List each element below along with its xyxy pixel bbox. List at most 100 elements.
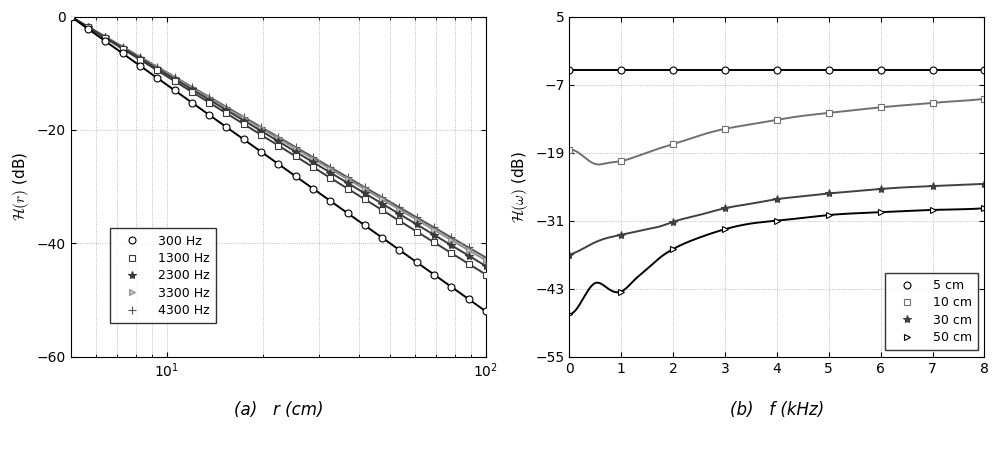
1300 Hz [393, 218, 405, 223]
Legend: 300 Hz, 1300 Hz, 2300 Hz, 3300 Hz, 4300 Hz: 300 Hz, 1300 Hz, 2300 Hz, 3300 Hz, 4300 … [110, 228, 216, 323]
3300 Hz [238, 115, 250, 121]
5 cm [719, 68, 731, 73]
1300 Hz [272, 143, 284, 148]
2300 Hz [463, 253, 475, 258]
3300 Hz [134, 54, 146, 60]
10 cm [563, 147, 575, 153]
10 cm [875, 104, 887, 110]
1300 Hz [290, 153, 302, 159]
4300 Hz [272, 134, 284, 140]
4300 Hz [411, 215, 423, 220]
3300 Hz [117, 44, 129, 50]
2300 Hz [255, 128, 267, 133]
5 cm [615, 68, 627, 73]
2300 Hz [134, 55, 146, 61]
30 cm [615, 232, 627, 237]
1300 Hz [342, 186, 354, 191]
Text: (a)   r (cm): (a) r (cm) [234, 401, 323, 419]
50 cm [927, 207, 939, 212]
1300 Hz [65, 14, 77, 20]
4300 Hz [65, 14, 77, 20]
3300 Hz [463, 247, 475, 253]
30 cm [875, 186, 887, 192]
2300 Hz [65, 14, 77, 20]
10 cm [771, 117, 783, 123]
1300 Hz [82, 25, 94, 30]
Line: 50 cm: 50 cm [566, 205, 988, 318]
2300 Hz [290, 149, 302, 154]
4300 Hz [220, 104, 232, 110]
2300 Hz [393, 212, 405, 217]
5 cm [823, 68, 835, 73]
2300 Hz [359, 191, 371, 196]
1300 Hz [220, 111, 232, 116]
300 Hz [463, 296, 475, 302]
3300 Hz [445, 237, 457, 243]
3300 Hz [151, 64, 163, 70]
300 Hz [203, 112, 215, 118]
300 Hz [99, 39, 111, 44]
5 cm [771, 68, 783, 73]
300 Hz [342, 210, 354, 216]
30 cm [771, 197, 783, 202]
30 cm [719, 206, 731, 211]
4300 Hz [480, 255, 492, 260]
300 Hz [117, 51, 129, 56]
4300 Hz [359, 184, 371, 190]
Legend: 5 cm, 10 cm, 30 cm, 50 cm: 5 cm, 10 cm, 30 cm, 50 cm [885, 273, 978, 350]
50 cm [771, 218, 783, 223]
300 Hz [376, 235, 388, 241]
1300 Hz [255, 132, 267, 138]
5 cm [927, 68, 939, 73]
300 Hz [186, 100, 198, 105]
2300 Hz [151, 66, 163, 71]
300 Hz [220, 124, 232, 130]
1300 Hz [445, 250, 457, 256]
300 Hz [307, 186, 319, 191]
1300 Hz [134, 57, 146, 62]
Line: 10 cm: 10 cm [567, 96, 987, 164]
4300 Hz [324, 164, 336, 170]
4300 Hz [428, 225, 440, 230]
3300 Hz [342, 177, 354, 182]
4300 Hz [393, 205, 405, 210]
2300 Hz [342, 180, 354, 186]
1300 Hz [169, 79, 181, 84]
300 Hz [359, 223, 371, 228]
300 Hz [151, 75, 163, 81]
300 Hz [169, 88, 181, 93]
3300 Hz [65, 14, 77, 20]
30 cm [667, 219, 679, 225]
4300 Hz [134, 54, 146, 59]
2300 Hz [480, 263, 492, 269]
1300 Hz [359, 197, 371, 202]
50 cm [667, 247, 679, 252]
3300 Hz [307, 156, 319, 162]
4300 Hz [445, 235, 457, 240]
5 cm [978, 68, 990, 73]
50 cm [563, 311, 575, 317]
Text: (b)   f (kHz): (b) f (kHz) [730, 401, 824, 419]
4300 Hz [82, 24, 94, 30]
1300 Hz [428, 240, 440, 245]
10 cm [719, 126, 731, 132]
1300 Hz [117, 46, 129, 52]
4300 Hz [290, 144, 302, 150]
Line: 300 Hz: 300 Hz [67, 13, 489, 315]
Y-axis label: $\mathcal{H}(\omega)$ (dB): $\mathcal{H}(\omega)$ (dB) [510, 151, 530, 222]
300 Hz [65, 14, 77, 20]
10 cm [667, 142, 679, 147]
1300 Hz [203, 100, 215, 105]
30 cm [978, 181, 990, 187]
10 cm [927, 100, 939, 105]
1300 Hz [480, 272, 492, 277]
2300 Hz [428, 232, 440, 237]
3300 Hz [359, 187, 371, 192]
50 cm [823, 212, 835, 218]
2300 Hz [324, 170, 336, 175]
4300 Hz [342, 174, 354, 180]
2300 Hz [203, 97, 215, 103]
30 cm [927, 183, 939, 189]
300 Hz [393, 247, 405, 253]
4300 Hz [307, 154, 319, 160]
